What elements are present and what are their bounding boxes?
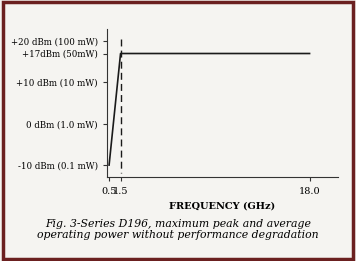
X-axis label: FREQUENCY (GHz): FREQUENCY (GHz) bbox=[169, 201, 276, 210]
Text: Fig. 3-Series D196, maximum peak and average
operating power without performance: Fig. 3-Series D196, maximum peak and ave… bbox=[37, 219, 319, 240]
